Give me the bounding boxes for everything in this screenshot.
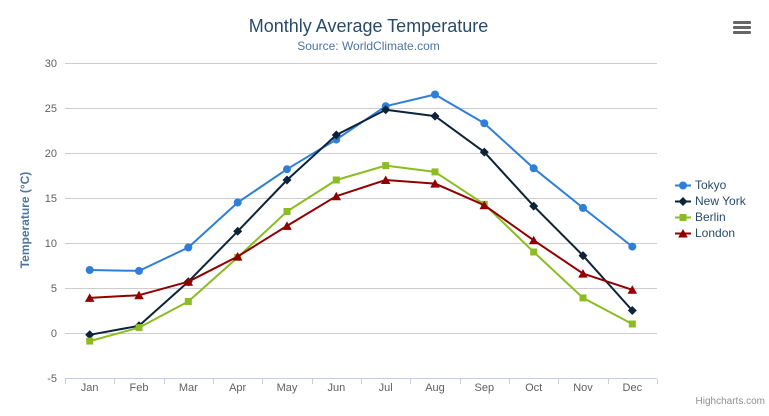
legend-marker-tokyo	[675, 181, 691, 189]
point-new-york-aug[interactable]	[430, 111, 440, 121]
legend-label: New York	[695, 194, 746, 208]
export-menu-button[interactable]	[733, 21, 751, 34]
point-berlin-mar[interactable]	[184, 298, 192, 305]
point-london-jul[interactable]	[380, 175, 391, 185]
point-london-jan[interactable]	[84, 293, 95, 302]
legend-label: London	[695, 226, 736, 240]
point-berlin-aug[interactable]	[431, 168, 439, 176]
point-berlin-dec[interactable]	[628, 320, 636, 328]
point-tokyo-jan[interactable]	[85, 266, 94, 274]
y-axis-tick-label: -5	[47, 373, 57, 385]
credits-link[interactable]: Highcharts.com	[695, 396, 765, 407]
series-line-london	[88, 179, 634, 299]
point-new-york-apr[interactable]	[233, 226, 243, 236]
x-axis-category-label: Nov	[573, 382, 593, 394]
point-new-york-nov[interactable]	[578, 251, 588, 261]
x-axis-category-label: Jul	[379, 382, 393, 394]
legend-marker-new-york	[675, 196, 691, 206]
point-berlin-jul[interactable]	[382, 162, 390, 170]
point-london-jun[interactable]	[331, 191, 342, 201]
hamburger-icon	[733, 31, 751, 34]
y-axis-tick-label: 25	[45, 103, 57, 115]
series-line-new-york	[88, 108, 634, 336]
series-line-berlin	[88, 164, 634, 343]
point-new-york-dec[interactable]	[627, 306, 637, 315]
point-berlin-nov[interactable]	[579, 294, 587, 302]
point-london-oct[interactable]	[528, 235, 539, 245]
legend-label: Berlin	[695, 210, 726, 224]
point-london-dec[interactable]	[627, 285, 638, 294]
point-tokyo-may[interactable]	[283, 165, 291, 174]
point-london-aug[interactable]	[430, 179, 440, 188]
point-berlin-feb[interactable]	[135, 324, 143, 332]
y-axis-tick-label: 15	[45, 193, 57, 205]
x-axis-category-label: Jan	[81, 382, 99, 394]
x-axis-category-label: Sep	[475, 382, 495, 394]
chart-subtitle: Source: WorldClimate.com	[297, 39, 440, 53]
point-berlin-jan[interactable]	[86, 337, 94, 345]
point-berlin-may[interactable]	[283, 208, 291, 215]
point-new-york-jun[interactable]	[331, 130, 341, 140]
point-new-york-may[interactable]	[282, 175, 292, 185]
x-axis-category-label: Jun	[327, 382, 345, 394]
y-axis-tick-label: 0	[51, 328, 57, 340]
legend-marker-berlin	[675, 213, 691, 221]
y-axis-tick-label: 30	[45, 58, 57, 70]
x-axis-category-label: Oct	[525, 382, 542, 394]
point-new-york-jan[interactable]	[85, 330, 95, 340]
point-tokyo-dec[interactable]	[628, 242, 637, 251]
point-tokyo-sep[interactable]	[480, 119, 489, 128]
legend-marker-london	[675, 228, 691, 237]
point-new-york-sep[interactable]	[479, 147, 489, 157]
y-axis-tick-label: 20	[45, 148, 57, 160]
y-axis-title: Temperature (°C)	[18, 171, 32, 269]
hamburger-icon	[733, 26, 751, 29]
legend-item-tokyo[interactable]: Tokyo	[675, 177, 746, 193]
x-axis-category-label: Mar	[179, 382, 198, 394]
point-london-mar[interactable]	[183, 277, 194, 286]
x-axis-category-label: Apr	[229, 382, 246, 394]
point-new-york-oct[interactable]	[529, 201, 539, 211]
legend: Tokyo New York Berlin London	[675, 177, 746, 241]
chart-title: Monthly Average Temperature	[248, 16, 489, 36]
x-axis-category-label: Dec	[623, 382, 643, 394]
point-london-nov[interactable]	[578, 269, 588, 278]
point-tokyo-nov[interactable]	[579, 203, 587, 212]
x-axis-category-label: Feb	[130, 382, 149, 394]
point-london-sep[interactable]	[479, 200, 490, 210]
x-axis-category-label: May	[277, 382, 298, 394]
point-london-apr[interactable]	[232, 252, 243, 261]
y-axis-tick-label: 10	[45, 238, 57, 250]
legend-item-new-york[interactable]: New York	[675, 193, 746, 209]
point-tokyo-oct[interactable]	[529, 164, 538, 173]
point-tokyo-mar[interactable]	[184, 243, 193, 252]
point-tokyo-aug[interactable]	[431, 90, 439, 99]
point-new-york-jul[interactable]	[381, 105, 391, 115]
legend-item-berlin[interactable]: Berlin	[675, 209, 746, 225]
legend-item-london[interactable]: London	[675, 225, 746, 241]
series-line-tokyo	[88, 93, 634, 272]
hamburger-icon	[733, 21, 751, 24]
point-london-may[interactable]	[282, 221, 292, 230]
point-tokyo-feb[interactable]	[135, 266, 143, 275]
point-london-feb[interactable]	[134, 290, 144, 300]
legend-label: Tokyo	[695, 178, 727, 192]
point-berlin-oct[interactable]	[530, 248, 538, 256]
x-axis-category-label: Aug	[425, 382, 445, 394]
point-berlin-jun[interactable]	[332, 176, 340, 184]
point-tokyo-apr[interactable]	[233, 198, 242, 207]
y-axis-tick-label: 5	[51, 283, 57, 295]
